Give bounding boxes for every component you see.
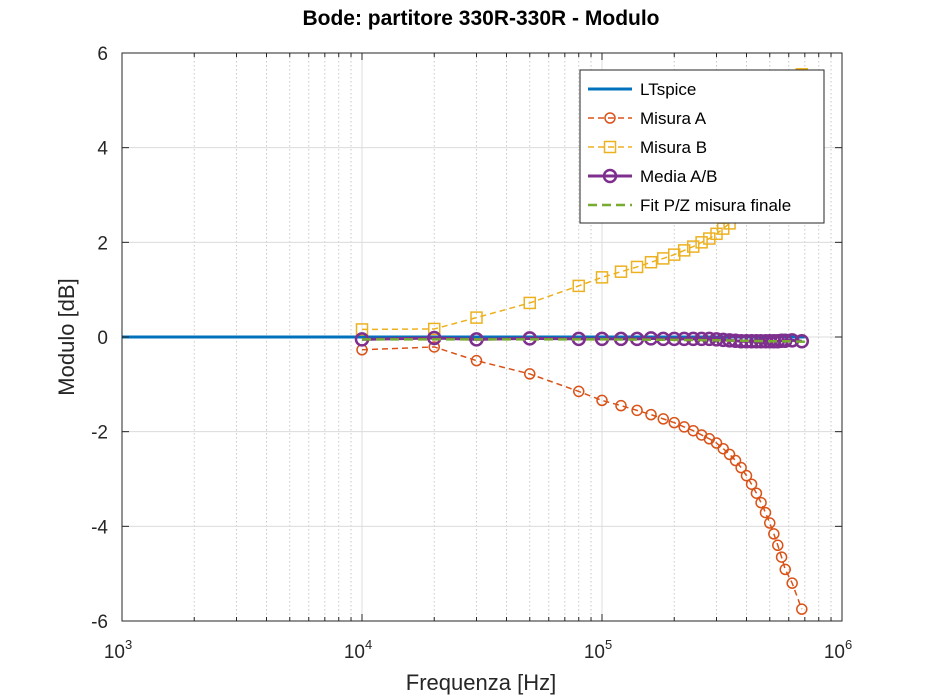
data-point-media-a-b (694, 331, 709, 347)
data-point-misura-a (775, 551, 788, 563)
data-point-misura-a (796, 603, 808, 615)
data-point-misura-a (645, 408, 657, 421)
legend-label: Misura B (640, 138, 707, 157)
series-misura-b (355, 68, 809, 336)
data-point-misura-a (768, 528, 780, 540)
data-point-misura-a (755, 496, 767, 509)
data-point-misura-b (614, 265, 628, 278)
data-point-misura-a (572, 385, 585, 398)
y-tick-label: 6 (97, 44, 108, 65)
data-point-misura-a (745, 478, 758, 490)
data-point-misura-a (764, 517, 776, 529)
data-point-media-a-b (666, 331, 682, 347)
axes: 103 104 105 106 -6 -4 -2 0 2 4 6 (91, 44, 852, 663)
data-point-misura-a (657, 413, 670, 425)
data-point-misura-a (750, 487, 763, 499)
x-tick-label: 106 (824, 637, 852, 663)
y-tick-label: 2 (97, 233, 108, 254)
y-tick-label: -2 (91, 423, 108, 444)
series-line-fit-p-z-misura-finale (362, 338, 805, 343)
data-point-misura-a (428, 341, 440, 353)
data-point-misura-a (470, 354, 483, 367)
data-point-misura-a (729, 454, 742, 467)
x-tick-label: 105 (584, 637, 612, 663)
legend-label: Misura A (640, 109, 707, 128)
series-fit-p-z-misura-finale (362, 338, 805, 343)
data-point-misura-b (703, 232, 716, 245)
data-point-misura-a (779, 563, 791, 576)
data-point-misura-b (427, 322, 441, 336)
legend-item-misura-a: Misura A (588, 109, 707, 128)
data-point-media-a-b (794, 334, 810, 349)
data-point-misura-a (735, 461, 747, 474)
legend: LTspice Misura A Misura B Media A/B Fit P/Z … (579, 69, 825, 224)
legend-item-ltspice: LTspice (588, 80, 696, 99)
data-point-misura-a (710, 437, 723, 449)
legend-swatch-marker (604, 112, 616, 124)
legend-label: Media A/B (640, 167, 718, 186)
x-tick-label: 103 (104, 637, 132, 663)
series-layer (122, 68, 810, 615)
data-point-misura-b (687, 240, 700, 253)
series-misura-a (356, 341, 808, 615)
data-point-misura-a (717, 442, 729, 455)
legend-item-media-a-b: Media A/B (588, 167, 718, 186)
x-tick-label: 104 (344, 637, 372, 663)
legend-swatch-marker (603, 140, 617, 154)
data-point-misura-b (677, 244, 691, 257)
data-point-misura-b (595, 271, 609, 284)
data-point-misura-b (470, 311, 483, 324)
chart-title: Bode: partitore 330R-330R - Modulo (302, 7, 659, 30)
legend-swatch-marker (602, 168, 618, 184)
y-tick-label: 4 (97, 139, 108, 160)
data-point-misura-b (630, 260, 644, 274)
data-point-misura-a (524, 368, 536, 380)
data-point-misura-a (615, 399, 627, 412)
data-point-misura-a (723, 448, 736, 461)
data-point-media-a-b (777, 333, 793, 349)
y-tick-label: -6 (91, 612, 108, 633)
y-axis-label: Modulo [dB] (54, 278, 79, 395)
data-point-misura-a (740, 469, 753, 482)
data-point-misura-a (772, 539, 784, 552)
data-point-misura-b (355, 323, 369, 336)
legend-item-fit-p-z-misura-finale: Fit P/Z misura finale (588, 196, 791, 215)
data-point-misura-a (631, 404, 643, 417)
data-point-misura-a (596, 394, 608, 407)
data-point-misura-b (572, 279, 585, 293)
data-point-media-a-b (426, 330, 442, 346)
data-point-misura-a (668, 416, 680, 429)
legend-label: Fit P/Z misura finale (640, 196, 791, 215)
data-point-misura-b (644, 255, 658, 269)
data-point-misura-a (786, 577, 798, 589)
data-point-misura-b (667, 248, 681, 261)
data-point-misura-b (695, 236, 708, 249)
series-line-misura-b (361, 73, 803, 331)
data-point-media-a-b (702, 331, 717, 347)
y-tick-label: 0 (97, 328, 108, 349)
y-tick-label: -4 (91, 517, 108, 538)
data-point-misura-b (523, 296, 537, 310)
legend-label: LTspice (640, 80, 696, 99)
x-axis-label: Frequenza [Hz] (406, 670, 556, 695)
legend-item-misura-b: Misura B (588, 138, 707, 157)
data-point-misura-a (759, 506, 772, 519)
